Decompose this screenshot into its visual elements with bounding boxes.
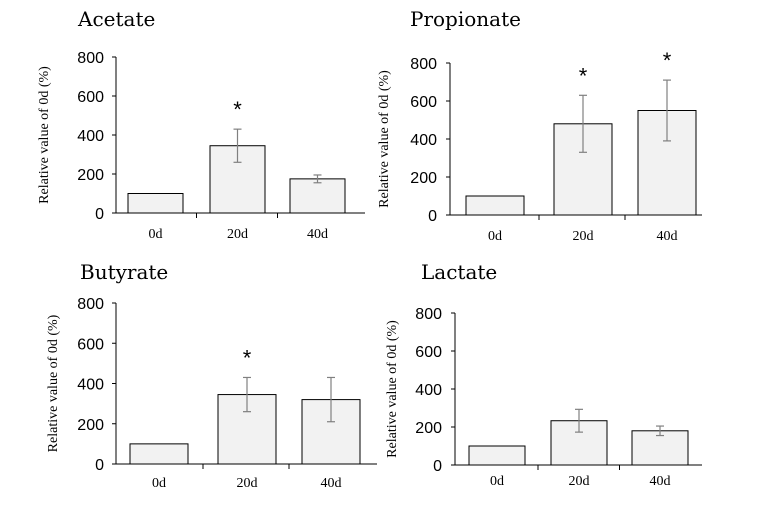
y-axis-label: Relative value of 0d (%) [46,314,61,452]
significance-marker: * [233,97,242,122]
x-tick-label: 40d [650,474,671,489]
y-tick-label: 0 [428,208,437,225]
x-tick-label: 40d [657,229,678,244]
y-tick-label: 800 [77,50,104,67]
x-tick-label: 20d [227,227,248,242]
y-tick-label: 0 [433,458,442,475]
y-tick-label: 200 [77,167,104,184]
y-tick-label: 800 [415,306,442,323]
x-tick-label: 20d [573,229,594,244]
chart-title: Acetate [77,7,155,31]
y-tick-label: 400 [415,382,442,399]
y-tick-label: 600 [415,344,442,361]
significance-marker: * [243,345,252,370]
chart-title: Lactate [421,260,497,284]
bar [129,443,189,465]
y-tick-label: 600 [77,336,104,353]
y-axis-label: Relative value of 0d (%) [37,66,52,204]
y-tick-label: 200 [415,420,442,437]
y-tick-label: 400 [410,132,437,149]
y-tick-label: 600 [410,94,437,111]
y-tick-label: 0 [95,206,104,223]
chart-panel-propionate: Propionate Relative value of 0d (%) 0 200 40… [377,7,702,244]
y-tick-label: 600 [77,89,104,106]
y-tick-label: 0 [95,457,104,474]
y-tick-label: 400 [77,128,104,145]
bar [465,195,525,216]
y-axis-label: Relative value of 0d (%) [385,320,400,458]
y-axis-label: Relative value of 0d (%) [377,70,392,208]
bar [289,178,346,214]
chart-panel-lactate: Lactate Relative value of 0d (%) 0 200 400 60… [385,260,702,489]
bar [127,193,184,214]
x-tick-label: 0d [149,227,163,242]
chart-panel-butyrate: Butyrate Relative value of 0d (%) 0 200 400 6… [46,260,377,491]
x-tick-label: 0d [488,229,502,244]
chart-title: Butyrate [80,260,168,284]
bar [217,394,277,465]
y-tick-label: 800 [77,296,104,313]
x-tick-label: 20d [569,474,590,489]
x-tick-label: 40d [307,227,328,242]
y-tick-label: 200 [77,417,104,434]
significance-marker: * [663,48,672,73]
x-tick-label: 20d [237,476,258,491]
y-tick-label: 200 [410,170,437,187]
significance-marker: * [579,63,588,88]
chart-panel-acetate: Acetate Relative value of 0d (%) 0 200 400 60… [37,7,365,242]
bar [468,445,526,466]
y-tick-label: 400 [77,377,104,394]
x-tick-label: 0d [152,476,166,491]
x-tick-label: 0d [490,474,504,489]
chart-title: Propionate [410,7,521,31]
y-tick-label: 800 [410,56,437,73]
bar [631,430,689,466]
x-tick-label: 40d [321,476,342,491]
